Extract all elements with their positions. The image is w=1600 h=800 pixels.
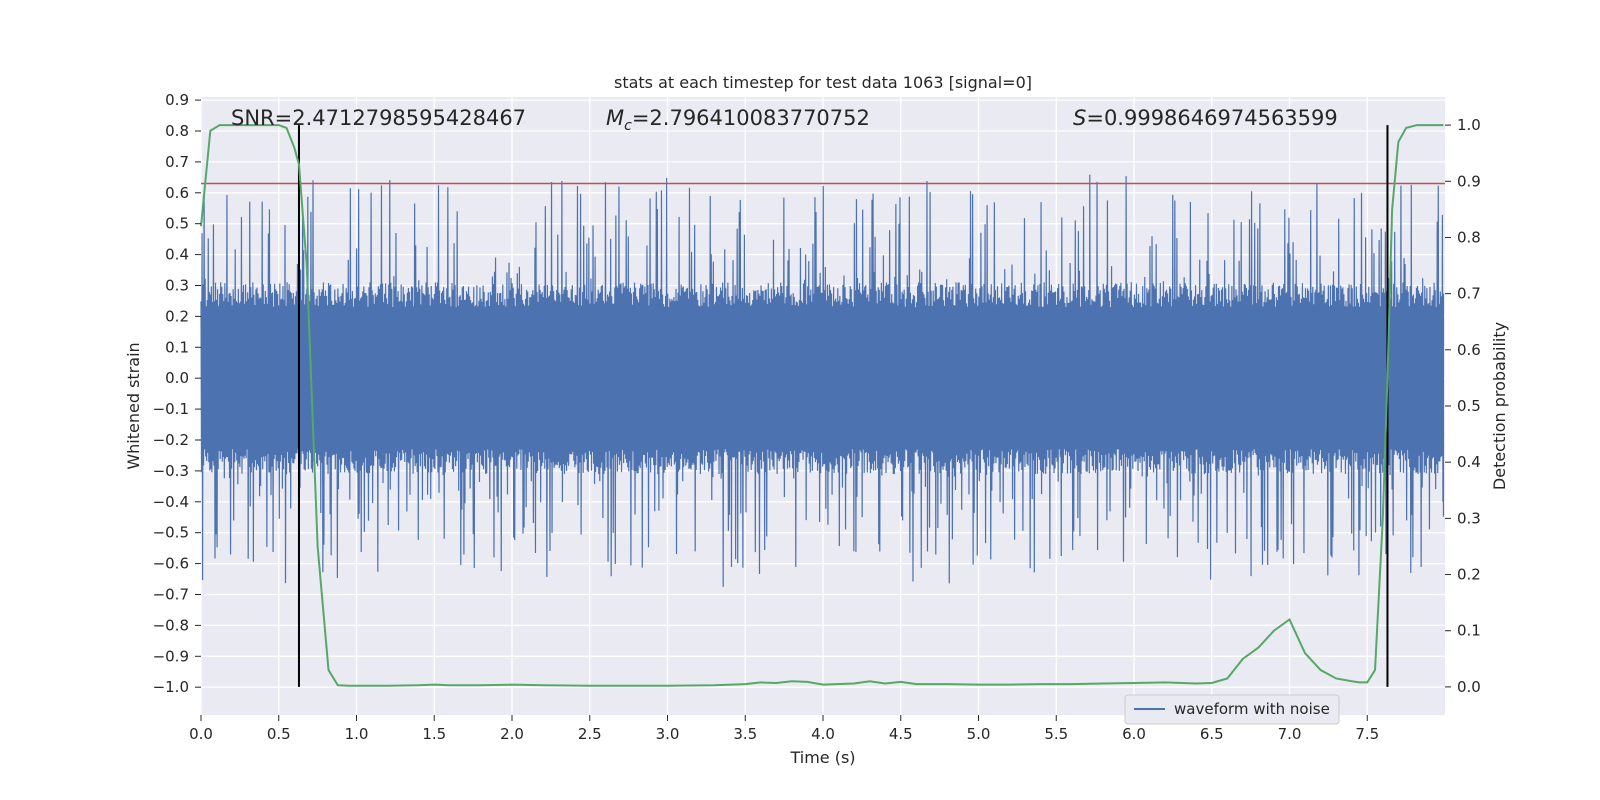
y2-tick-label: 1.0	[1457, 116, 1481, 134]
x-tick-label: 5.0	[967, 725, 991, 743]
y2-tick-label: 0.9	[1457, 172, 1481, 190]
x-tick-label: 4.0	[811, 725, 835, 743]
y2-tick-label: 0.1	[1457, 622, 1481, 640]
mc-symbol: M	[606, 106, 624, 130]
y-tick-label: −0.4	[153, 493, 189, 511]
x-axis-label: Time (s)	[789, 748, 855, 767]
x-tick-label: 2.5	[578, 725, 602, 743]
y-tick-label: −0.8	[153, 616, 189, 634]
y2-axis-ticks: 1.0 0.9 0.8 0.7 0.6 0.5 0.4 0.3 0.2 0.1 0.0	[1445, 116, 1481, 696]
x-tick-label: 0.0	[189, 725, 213, 743]
x-tick-label: 6.5	[1200, 725, 1224, 743]
x-tick-label: 5.5	[1044, 725, 1068, 743]
mc-value: =2.796410083770752	[632, 106, 870, 130]
y2-tick-label: 0.8	[1457, 228, 1481, 246]
y-tick-label: −0.9	[153, 647, 189, 665]
waveform-core-band	[201, 307, 1444, 450]
y-tick-label: −0.6	[153, 555, 189, 573]
y2-tick-label: 0.0	[1457, 678, 1481, 696]
statistic-annotation: S=0.9998646974563599	[1073, 106, 1338, 130]
x-tick-label: 0.5	[267, 725, 291, 743]
y-tick-label: −0.7	[153, 585, 189, 603]
x-axis-ticks: 0.0 0.5 1.0 1.5 2.0 2.5 3.0 3.5 4.0 4.5 5.0 5.5 6.0 6…	[189, 715, 1379, 743]
y-tick-label: 0.5	[165, 215, 189, 233]
detection-probability-line	[200, 124, 1444, 687]
y-tick-label: 0.1	[165, 338, 189, 356]
y-axis-ticks: 0.9 0.8 0.7 0.6 0.5 0.4 0.3 0.2 0.1 0.0 −0.1 −0.2 −0…	[153, 91, 201, 696]
legend-box	[1124, 694, 1340, 725]
y-tick-label: −0.1	[153, 400, 189, 418]
y2-tick-label: 0.6	[1457, 341, 1481, 359]
x-tick-label: 3.5	[733, 725, 757, 743]
legend-waveform-label: waveform with noise	[1174, 700, 1330, 718]
y-tick-label: 0.6	[165, 184, 189, 202]
y-tick-label: −1.0	[153, 678, 189, 696]
y-tick-label: 0.0	[165, 369, 189, 387]
y-tick-label: 0.9	[165, 91, 189, 109]
y2-axis-label: Detection probability	[1490, 322, 1509, 490]
s-value: =0.9998646974563599	[1086, 106, 1337, 130]
chart-title: stats at each timestep for test data 106…	[614, 73, 1032, 92]
y-tick-label: 0.4	[165, 246, 189, 264]
y-tick-label: 0.2	[165, 307, 189, 325]
x-tick-label: 1.0	[345, 725, 369, 743]
waveform-with-noise-series	[200, 174, 1445, 587]
y-tick-label: 0.3	[165, 276, 189, 294]
y2-tick-label: 0.7	[1457, 285, 1481, 303]
x-tick-label: 2.0	[500, 725, 524, 743]
x-tick-label: 6.0	[1122, 725, 1146, 743]
y2-tick-label: 0.3	[1457, 509, 1481, 527]
x-tick-label: 7.5	[1355, 725, 1379, 743]
x-tick-label: 7.0	[1278, 725, 1302, 743]
y-tick-label: 0.7	[165, 153, 189, 171]
y2-tick-label: 0.2	[1457, 566, 1481, 584]
y-tick-label: −0.3	[153, 462, 189, 480]
y-tick-label: −0.5	[153, 524, 189, 542]
y-axis-label: Whitened strain	[124, 342, 143, 469]
x-tick-label: 1.5	[422, 725, 446, 743]
x-tick-label: 4.5	[889, 725, 913, 743]
y-tick-label: 0.8	[165, 122, 189, 140]
y2-tick-label: 0.4	[1457, 453, 1481, 471]
snr-annotation: SNR=2.4712798595428467	[231, 106, 526, 130]
s-symbol: S	[1073, 106, 1086, 130]
y2-tick-label: 0.5	[1457, 397, 1481, 415]
x-tick-label: 3.0	[656, 725, 680, 743]
y-tick-label: −0.2	[153, 431, 189, 449]
chirp-mass-annotation: Mc=2.796410083770752	[606, 106, 870, 134]
mc-subscript: c	[624, 118, 632, 134]
legend: waveform with noise	[1124, 694, 1340, 725]
